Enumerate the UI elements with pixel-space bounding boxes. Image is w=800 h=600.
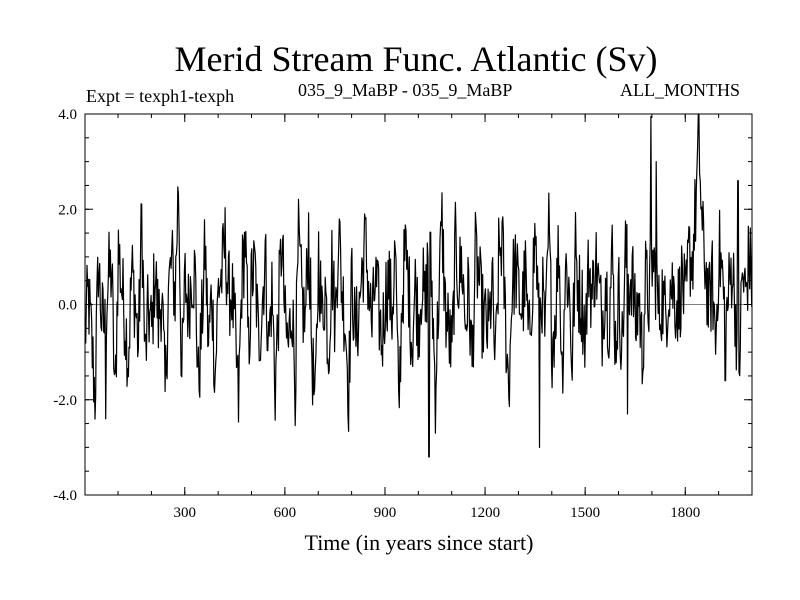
experiment-label: Expt = texph1-texph [86, 86, 235, 106]
x-tick-label: 1200 [470, 505, 500, 521]
months-label: ALL_MONTHS [620, 80, 740, 100]
y-tick-label: -2.0 [53, 393, 77, 409]
x-tick-label: 600 [274, 505, 297, 521]
x-tick-label: 1500 [570, 505, 600, 521]
y-tick-label: 4.0 [58, 107, 77, 123]
x-tick-label: 300 [174, 505, 197, 521]
y-tick-label: -4.0 [53, 488, 77, 504]
series-line [84, 113, 753, 458]
y-tick-label: 0.0 [58, 298, 77, 314]
period-label: 035_9_MaBP - 035_9_MaBP [298, 80, 513, 100]
chart-title: Merid Stream Func. Atlantic (Sv) [174, 39, 658, 79]
x-axis-title: Time (in years since start) [304, 530, 534, 555]
x-tick-label: 900 [374, 505, 397, 521]
x-tick-label: 1800 [670, 505, 700, 521]
y-tick-label: 2.0 [58, 202, 77, 218]
